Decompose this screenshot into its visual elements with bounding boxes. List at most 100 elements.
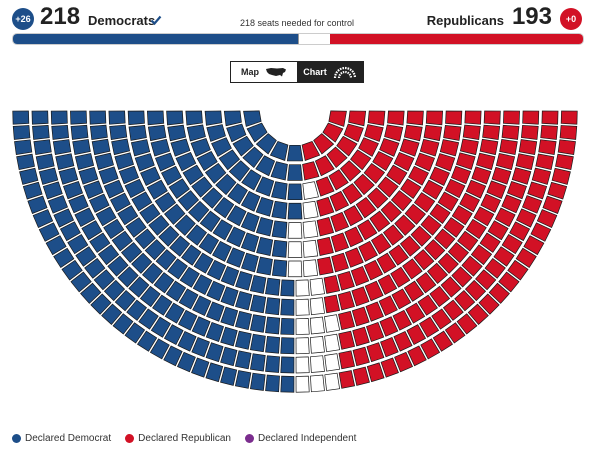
seat-369[interactable] — [459, 192, 481, 213]
seat-379[interactable] — [501, 194, 522, 214]
seat-153[interactable] — [178, 309, 198, 331]
seat-95[interactable] — [70, 271, 92, 293]
seat-273[interactable] — [344, 247, 364, 268]
seat-282[interactable] — [407, 345, 427, 367]
seat-276[interactable] — [364, 280, 384, 302]
seat-314[interactable] — [399, 235, 421, 257]
seat-433[interactable] — [522, 110, 540, 125]
seat-219[interactable] — [287, 222, 303, 239]
seat-318[interactable] — [326, 146, 348, 169]
seat-14[interactable] — [51, 124, 70, 140]
seat-29[interactable] — [35, 153, 55, 171]
map-view-button[interactable]: Map — [231, 62, 297, 82]
seat-92[interactable] — [97, 244, 120, 266]
seat-91[interactable] — [111, 230, 133, 252]
seat-115[interactable] — [228, 160, 251, 182]
seat-171[interactable] — [205, 321, 225, 342]
seat-8[interactable] — [146, 110, 165, 126]
seat-12[interactable] — [32, 125, 50, 140]
seat-48[interactable] — [63, 180, 84, 200]
seat-421[interactable] — [501, 124, 520, 140]
seat-208[interactable] — [265, 374, 280, 393]
seat-287[interactable] — [406, 324, 427, 346]
seat-166[interactable] — [206, 301, 225, 322]
seat-357[interactable] — [386, 164, 408, 186]
seat-294[interactable] — [419, 316, 440, 338]
seat-235[interactable] — [309, 277, 325, 296]
seat-299[interactable] — [403, 280, 425, 302]
seat-368[interactable] — [408, 165, 430, 186]
seat-226[interactable] — [295, 298, 310, 316]
seat-40[interactable] — [58, 167, 79, 185]
seat-319[interactable] — [454, 290, 476, 312]
seat-189[interactable] — [249, 274, 267, 294]
seat-272[interactable] — [380, 336, 399, 358]
seat-81[interactable] — [103, 218, 125, 240]
seat-264[interactable] — [351, 286, 370, 307]
seat-177[interactable] — [205, 362, 224, 383]
seat-201[interactable] — [265, 277, 281, 296]
seat-73[interactable] — [196, 150, 218, 172]
seat-390[interactable] — [435, 153, 456, 172]
seat-350[interactable] — [413, 192, 436, 213]
seat-108[interactable] — [117, 266, 139, 288]
seat-89[interactable] — [125, 217, 147, 238]
seat-186[interactable] — [235, 310, 252, 331]
seat-322[interactable] — [353, 173, 375, 196]
seat-77[interactable] — [67, 234, 89, 255]
seat-378[interactable] — [465, 179, 487, 199]
seat-336[interactable] — [404, 203, 426, 225]
seat-249[interactable] — [338, 330, 356, 350]
seat-343[interactable] — [484, 257, 506, 279]
seat-237[interactable] — [324, 372, 341, 391]
seat-137[interactable] — [165, 280, 187, 302]
seat-388[interactable] — [506, 180, 527, 200]
seat-22[interactable] — [52, 139, 72, 156]
seat-44[interactable] — [170, 138, 191, 157]
seat-371[interactable] — [358, 137, 379, 157]
seat-225[interactable] — [295, 318, 310, 335]
seat-234[interactable] — [309, 297, 325, 316]
seat-353[interactable] — [479, 232, 501, 253]
seat-53[interactable] — [83, 180, 104, 199]
seat-13[interactable] — [204, 110, 223, 126]
seat-27[interactable] — [167, 124, 187, 142]
seat-411[interactable] — [328, 110, 347, 127]
seat-4[interactable] — [70, 110, 87, 125]
seat-422[interactable] — [520, 124, 539, 140]
seat-60[interactable] — [53, 208, 75, 228]
seat-256[interactable] — [352, 326, 370, 347]
seat-145[interactable] — [164, 302, 185, 324]
seat-188[interactable] — [256, 236, 274, 256]
seat-135[interactable] — [227, 183, 248, 205]
seat-351[interactable] — [493, 246, 515, 267]
seat-17[interactable] — [223, 110, 242, 127]
seat-113[interactable] — [201, 187, 223, 209]
seat-88[interactable] — [61, 259, 83, 281]
seat-402[interactable] — [495, 153, 516, 170]
seat-122[interactable] — [169, 235, 191, 257]
seat-67[interactable] — [109, 192, 131, 213]
seat-157[interactable] — [192, 295, 212, 317]
seat-38[interactable] — [150, 138, 171, 157]
seat-222[interactable] — [295, 375, 310, 393]
seat-293[interactable] — [357, 219, 378, 241]
seat-3[interactable] — [50, 110, 68, 125]
seat-154[interactable] — [163, 345, 183, 367]
seat-381[interactable] — [414, 152, 436, 172]
seat-18[interactable] — [109, 124, 128, 140]
seat-292[interactable] — [376, 252, 397, 274]
seat-86[interactable] — [154, 192, 177, 213]
seat-328[interactable] — [437, 252, 459, 274]
seat-58[interactable] — [103, 179, 125, 199]
seat-54[interactable] — [47, 195, 69, 214]
seat-366[interactable] — [473, 206, 495, 227]
seat-112[interactable] — [188, 200, 210, 223]
seat-125[interactable] — [126, 299, 148, 321]
seat-182[interactable] — [220, 346, 238, 367]
seat-376[interactable] — [515, 208, 537, 228]
seat-429[interactable] — [445, 110, 463, 126]
seat-291[interactable] — [405, 302, 426, 324]
seat-207[interactable] — [265, 355, 280, 373]
seat-303[interactable] — [388, 244, 409, 266]
